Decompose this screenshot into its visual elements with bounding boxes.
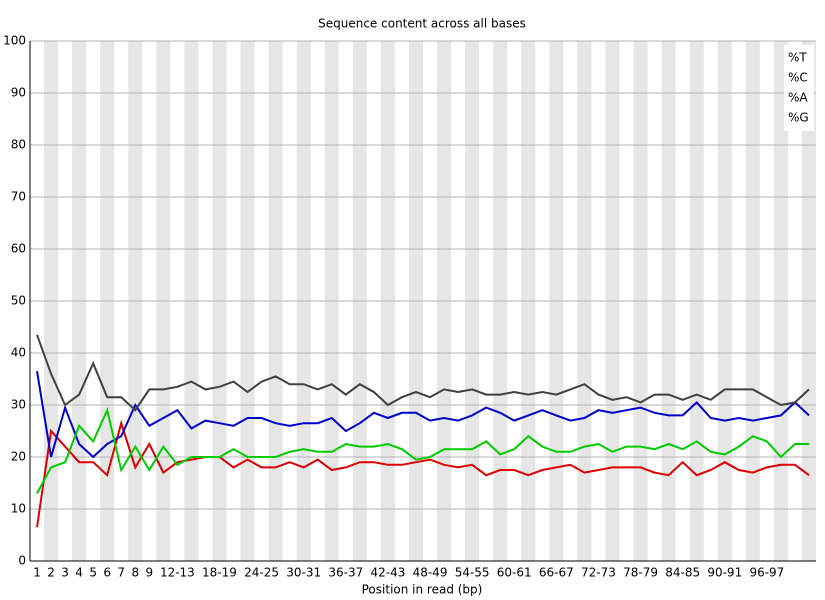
x-tick-label: 60-61 [497,566,532,580]
legend-entry: %T [788,51,807,65]
y-tick-label: 70 [11,190,26,204]
x-tick-label: 18-19 [202,566,237,580]
x-tick-label: 90-91 [707,566,742,580]
legend-box [784,45,814,131]
x-tick-label: 66-67 [539,566,574,580]
legend-entry: %C [788,71,808,85]
x-tick-label: 4 [75,566,83,580]
x-axis-label: Position in read (bp) [362,583,483,597]
y-tick-label: 50 [11,294,26,308]
y-tick-label: 40 [11,346,26,360]
x-tick-label: 3 [61,566,69,580]
x-tick-label: 8 [131,566,139,580]
y-tick-label: 100 [3,34,26,48]
x-tick-label: 54-55 [455,566,490,580]
x-tick-label: 96-97 [749,566,784,580]
x-tick-label: 84-85 [665,566,700,580]
y-tick-label: 90 [11,86,26,100]
y-tick-label: 20 [11,450,26,464]
x-tick-label: 24-25 [244,566,279,580]
y-tick-label: 10 [11,502,26,516]
x-tick-label: 9 [145,566,153,580]
chart-title: Sequence content across all bases [318,17,526,31]
x-tick-label: 42-43 [370,566,405,580]
series-line [36,407,809,494]
x-tick-label: 72-73 [581,566,616,580]
series-line [36,371,810,459]
x-tick-label: 30-31 [286,566,321,580]
legend-entry: %G [788,111,809,125]
x-tick-label: 2 [47,566,55,580]
y-tick-label: 0 [18,554,26,568]
y-tick-label: 60 [11,242,26,256]
y-tick-label: 30 [11,398,26,412]
x-tick-label: 7 [117,566,125,580]
x-tick-label: 6 [103,566,111,580]
series-line [36,419,810,528]
y-tick-label: 80 [11,138,26,152]
series-line [36,334,810,412]
x-tick-label: 5 [89,566,97,580]
x-tick-label: 78-79 [623,566,658,580]
x-tick-label: 48-49 [413,566,448,580]
x-tick-label: 12-13 [160,566,195,580]
x-tick-label: 36-37 [328,566,363,580]
legend-entry: %A [788,91,808,105]
x-tick-label: 1 [33,566,41,580]
